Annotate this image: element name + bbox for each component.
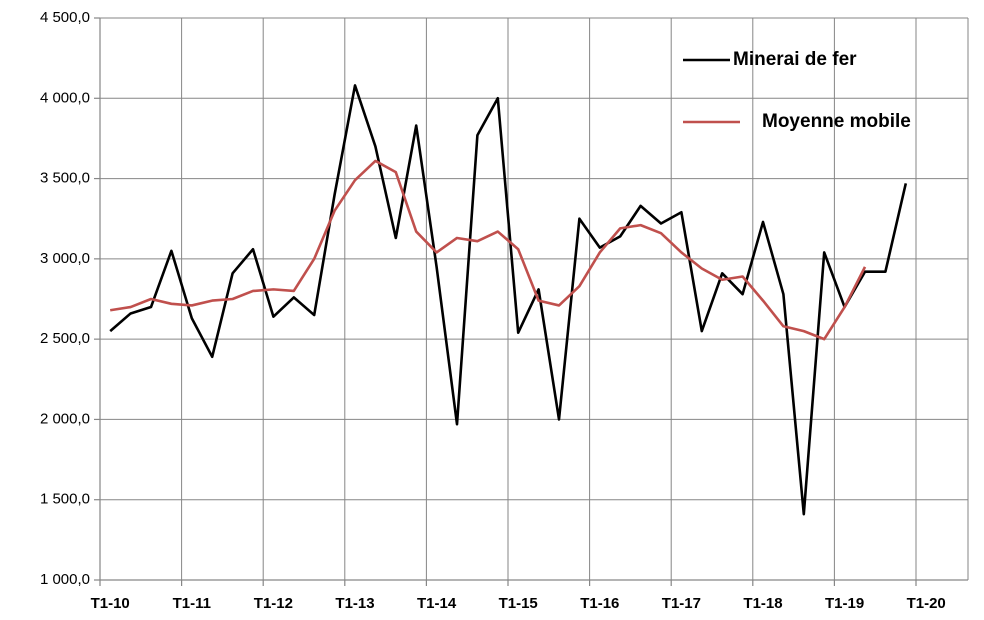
- legend-label: Moyenne mobile: [762, 111, 911, 132]
- x-tick-label: T1-16: [580, 595, 619, 612]
- x-tick-label: T1-12: [254, 595, 293, 612]
- x-tick-label: T1-20: [907, 595, 946, 612]
- y-tick-label: 3 500,0: [40, 170, 90, 187]
- x-tick-label: T1-19: [825, 595, 864, 612]
- x-tick-label: T1-14: [417, 595, 457, 612]
- x-tick-label: T1-15: [499, 595, 538, 612]
- y-tick-label: 4 500,0: [40, 9, 90, 26]
- x-tick-label: T1-13: [335, 595, 374, 612]
- y-tick-label: 2 500,0: [40, 330, 90, 347]
- y-tick-label: 1 500,0: [40, 491, 90, 508]
- y-tick-label: 1 000,0: [40, 571, 90, 588]
- x-tick-label: T1-17: [662, 595, 701, 612]
- x-tick-label: T1-18: [743, 595, 782, 612]
- data-line: [109, 84, 908, 516]
- x-tick-label: T1-11: [173, 595, 211, 612]
- y-tick-label: 4 000,0: [40, 89, 90, 106]
- x-tick-label: T1-10: [91, 595, 130, 612]
- data-line: [109, 159, 867, 341]
- y-tick-label: 2 000,0: [40, 410, 90, 427]
- legend-label: Minerai de fer: [733, 49, 857, 70]
- y-tick-label: 3 000,0: [40, 250, 90, 267]
